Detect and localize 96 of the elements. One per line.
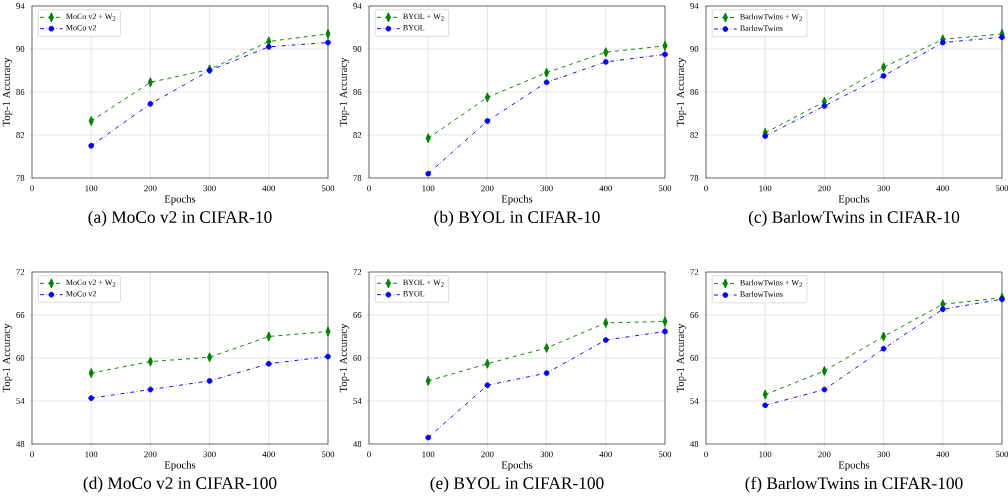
x-tick-label: 0 bbox=[704, 185, 708, 192]
y-tick-label: 72 bbox=[353, 269, 362, 275]
y-tick-label: 86 bbox=[690, 89, 699, 95]
y-tick-label: 86 bbox=[16, 89, 25, 95]
x-tick-label: 200 bbox=[818, 185, 831, 192]
y-axis-title: Top-1 Accuracy bbox=[676, 323, 687, 393]
x-tick-label: 300 bbox=[877, 185, 890, 192]
x-tick-label: 0 bbox=[704, 451, 708, 458]
legend-label: BarlowTwins + W$_{2}$ bbox=[740, 13, 802, 21]
y-tick-label: 78 bbox=[353, 175, 362, 181]
x-tick-label: 0 bbox=[367, 185, 371, 192]
x-tick-label: 200 bbox=[481, 185, 494, 192]
x-tick-label: 400 bbox=[936, 451, 949, 458]
x-tick-label: 500 bbox=[659, 451, 672, 458]
x-tick-label: 300 bbox=[540, 185, 553, 192]
y-tick-label: 94 bbox=[690, 3, 699, 9]
x-tick-label: 100 bbox=[759, 185, 772, 192]
y-axis-title: Top-1 Accuracy bbox=[339, 57, 350, 127]
y-tick-label: 90 bbox=[690, 46, 699, 52]
x-axis-title: Epochs bbox=[838, 461, 870, 471]
text: (c) BarlowTwins in CIFAR-10 bbox=[748, 210, 960, 227]
y-tick-label: 48 bbox=[690, 441, 699, 447]
text: (f) BarlowTwins in CIFAR-100 bbox=[745, 476, 963, 493]
x-tick-label: 300 bbox=[203, 185, 216, 192]
x-tick-label: 500 bbox=[996, 185, 1008, 192]
x-axis-title: Epochs bbox=[501, 461, 533, 471]
y-tick-label: 66 bbox=[16, 312, 25, 318]
x-tick-label: 300 bbox=[540, 451, 553, 458]
legend-label: BYOL bbox=[403, 24, 425, 31]
x-tick-label: 100 bbox=[85, 185, 98, 192]
text: (a) MoCo v2 in CIFAR-10 bbox=[88, 210, 272, 227]
x-tick-label: 500 bbox=[659, 185, 672, 192]
y-tick-label: 66 bbox=[353, 312, 362, 318]
x-tick-label: 300 bbox=[877, 451, 890, 458]
legend-label: MoCo v2 + W$_{2}$ bbox=[66, 279, 116, 287]
x-tick-label: 200 bbox=[818, 451, 831, 458]
y-tick-label: 54 bbox=[690, 398, 699, 404]
y-tick-label: 54 bbox=[353, 398, 362, 404]
y-tick-label: 86 bbox=[353, 89, 362, 95]
legend-label: BarlowTwins bbox=[740, 291, 783, 297]
y-tick-label: 48 bbox=[16, 441, 25, 447]
y-tick-label: 72 bbox=[16, 269, 25, 275]
y-tick-label: 78 bbox=[16, 175, 25, 181]
x-axis-title: Epochs bbox=[838, 195, 870, 205]
y-tick-label: 60 bbox=[16, 355, 25, 361]
x-tick-label: 400 bbox=[936, 185, 949, 192]
legend-label: MoCo v2 bbox=[66, 24, 96, 31]
y-tick-label: 72 bbox=[690, 269, 699, 275]
x-tick-label: 500 bbox=[996, 451, 1008, 458]
x-tick-label: 400 bbox=[599, 185, 612, 192]
x-tick-label: 400 bbox=[262, 185, 275, 192]
x-axis-title: Epochs bbox=[164, 195, 196, 205]
y-tick-label: 82 bbox=[353, 132, 362, 138]
y-axis-title: Top-1 Accuracy bbox=[339, 323, 350, 393]
y-tick-label: 54 bbox=[16, 398, 25, 404]
y-tick-label: 60 bbox=[690, 355, 699, 361]
y-tick-label: 82 bbox=[690, 132, 699, 138]
y-tick-label: 60 bbox=[353, 355, 362, 361]
x-tick-label: 500 bbox=[321, 185, 335, 192]
text: (e) BYOL in CIFAR-100 bbox=[430, 476, 604, 493]
legend-label: BarlowTwins + W$_{2}$ bbox=[740, 279, 802, 287]
text: (b) BYOL in CIFAR-10 bbox=[434, 210, 600, 227]
x-tick-label: 400 bbox=[262, 451, 275, 458]
y-axis-title: Top-1 Accuracy bbox=[2, 323, 13, 393]
x-tick-label: 100 bbox=[422, 451, 435, 458]
legend-label: MoCo v2 bbox=[66, 290, 96, 297]
y-axis-title: Top-1 Accuracy bbox=[2, 57, 13, 127]
legend-label: BYOL + W$_{2}$ bbox=[403, 279, 444, 287]
x-tick-label: 300 bbox=[203, 451, 216, 458]
x-tick-label: 0 bbox=[367, 451, 371, 458]
text: (d) MoCo v2 in CIFAR-100 bbox=[83, 476, 277, 493]
x-tick-label: 400 bbox=[599, 451, 612, 458]
y-tick-label: 78 bbox=[690, 175, 699, 181]
x-tick-label: 200 bbox=[481, 451, 494, 458]
y-tick-label: 48 bbox=[353, 441, 362, 447]
y-axis-title: Top-1 Accuracy bbox=[676, 57, 687, 127]
x-axis-title: Epochs bbox=[501, 195, 533, 205]
x-tick-label: 100 bbox=[85, 451, 98, 458]
x-tick-label: 100 bbox=[422, 185, 435, 192]
legend-label: BYOL + W$_{2}$ bbox=[403, 13, 444, 21]
legend-label: BYOL bbox=[403, 290, 425, 297]
y-tick-label: 94 bbox=[16, 3, 25, 9]
x-tick-label: 200 bbox=[144, 185, 157, 192]
x-tick-label: 200 bbox=[144, 451, 157, 458]
y-tick-label: 66 bbox=[690, 312, 699, 318]
y-tick-label: 94 bbox=[353, 3, 362, 9]
legend-label: MoCo v2 + W$_{2}$ bbox=[66, 13, 116, 21]
x-tick-label: 100 bbox=[759, 451, 772, 458]
x-tick-label: 0 bbox=[30, 185, 34, 192]
y-tick-label: 82 bbox=[16, 132, 25, 138]
legend-label: BarlowTwins bbox=[740, 25, 783, 31]
x-tick-label: 500 bbox=[321, 451, 335, 458]
y-tick-label: 90 bbox=[353, 46, 362, 52]
x-axis-title: Epochs bbox=[164, 461, 196, 471]
y-tick-label: 90 bbox=[16, 46, 25, 52]
x-tick-label: 0 bbox=[30, 451, 34, 458]
